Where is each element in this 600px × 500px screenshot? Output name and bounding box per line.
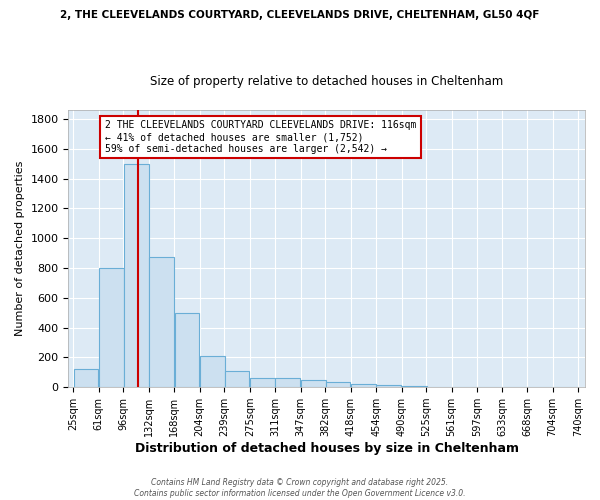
Bar: [149, 257, 174, 387]
Title: Size of property relative to detached houses in Cheltenham: Size of property relative to detached ho…: [150, 75, 503, 88]
Bar: [99, 268, 124, 387]
Bar: [301, 380, 326, 387]
Bar: [275, 378, 301, 387]
Text: 2, THE CLEEVELANDS COURTYARD, CLEEVELANDS DRIVE, CHELTENHAM, GL50 4QF: 2, THE CLEEVELANDS COURTYARD, CLEEVELAND…: [61, 10, 539, 20]
Bar: [224, 371, 250, 387]
Bar: [175, 312, 199, 387]
Bar: [74, 370, 98, 387]
Bar: [200, 356, 225, 387]
Text: 2 THE CLEEVELANDS COURTYARD CLEEVELANDS DRIVE: 116sqm
← 41% of detached houses a: 2 THE CLEEVELANDS COURTYARD CLEEVELANDS …: [105, 120, 416, 154]
Bar: [351, 384, 376, 387]
Y-axis label: Number of detached properties: Number of detached properties: [15, 161, 25, 336]
Text: Contains HM Land Registry data © Crown copyright and database right 2025.
Contai: Contains HM Land Registry data © Crown c…: [134, 478, 466, 498]
Bar: [376, 386, 401, 387]
Bar: [326, 382, 350, 387]
Bar: [250, 378, 275, 387]
Bar: [124, 164, 149, 387]
X-axis label: Distribution of detached houses by size in Cheltenham: Distribution of detached houses by size …: [135, 442, 519, 455]
Bar: [402, 386, 427, 387]
